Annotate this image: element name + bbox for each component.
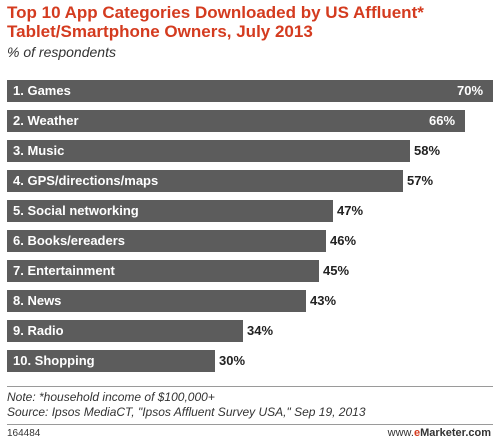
bar-category-label: 3. Music <box>13 143 65 158</box>
bar-value-label: 70% <box>457 83 484 98</box>
bar-value-label: 58% <box>414 143 441 158</box>
brand-logo: www.eMarketer.com <box>388 427 491 439</box>
divider-line <box>7 386 493 387</box>
bar-chart: 1. Games 70% 2. Weather 66% 3. Music 58% 4. GP… <box>7 80 495 380</box>
chart-id: 164484 <box>7 428 41 439</box>
bar-category-label: 9. Radio <box>13 323 64 338</box>
brand-prefix: www. <box>387 427 414 439</box>
source-note: Source: Ipsos MediaCT, "Ipsos Affluent S… <box>7 405 366 419</box>
bar: 7. Entertainment <box>7 260 319 282</box>
divider-line <box>7 424 493 425</box>
bar-category-label: 1. Games <box>13 83 71 98</box>
bar-category-label: 7. Entertainment <box>13 263 115 278</box>
bar: 3. Music <box>7 140 410 162</box>
bar-value-label: 34% <box>247 323 274 338</box>
bar: 5. Social networking <box>7 200 333 222</box>
bar: 4. GPS/directions/maps <box>7 170 403 192</box>
bar-value-label: 66% <box>429 113 456 128</box>
bar: 9. Radio <box>7 320 243 342</box>
footnote: Note: *household income of $100,000+ <box>7 390 215 404</box>
brand-rest: Marketer.com <box>420 427 491 439</box>
bar: 1. Games <box>7 80 493 102</box>
bar: 8. News <box>7 290 306 312</box>
bar-category-label: 2. Weather <box>13 113 79 128</box>
brand-e: e <box>413 427 421 439</box>
bar-category-label: 4. GPS/directions/maps <box>13 173 159 188</box>
bar-value-label: 43% <box>310 293 337 308</box>
bar-category-label: 8. News <box>13 293 62 308</box>
chart-title: Top 10 App Categories Downloaded by US A… <box>7 3 424 41</box>
bar: 6. Books/ereaders <box>7 230 326 252</box>
bar-value-label: 47% <box>337 203 364 218</box>
bar-category-label: 6. Books/ereaders <box>13 233 126 248</box>
bar-value-label: 30% <box>219 353 246 368</box>
bar: 2. Weather <box>7 110 465 132</box>
bar-value-label: 46% <box>330 233 357 248</box>
bar: 10. Shopping <box>7 350 215 372</box>
bar-category-label: 5. Social networking <box>13 203 139 218</box>
chart-subtitle: % of respondents <box>7 44 116 60</box>
bar-value-label: 57% <box>407 173 434 188</box>
bar-value-label: 45% <box>323 263 350 278</box>
bar-category-label: 10. Shopping <box>13 353 95 368</box>
